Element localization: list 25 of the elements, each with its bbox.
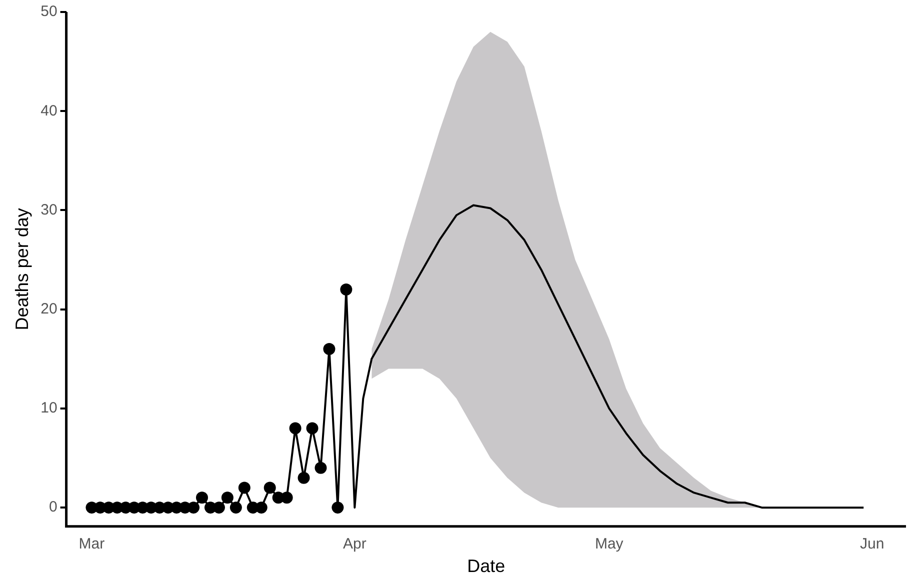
point — [230, 502, 242, 514]
point — [314, 462, 327, 474]
y-axis-title: Deaths per day — [12, 208, 32, 330]
y-tick-label: 0 — [48, 498, 58, 516]
point — [221, 492, 234, 504]
point — [188, 502, 200, 514]
point — [289, 422, 302, 434]
x-axis-title: Date — [467, 556, 506, 576]
y-tick-label: 10 — [40, 400, 58, 417]
point — [196, 492, 208, 504]
point — [323, 342, 336, 355]
y-tick-label: 40 — [40, 102, 58, 120]
y-tick-label: 50 — [40, 3, 58, 20]
point — [298, 472, 310, 484]
point — [238, 482, 250, 494]
point — [264, 482, 276, 494]
point — [306, 422, 318, 434]
point — [340, 284, 352, 296]
x-tick-label: Jun — [860, 536, 884, 553]
x-tick-label: Mar — [78, 536, 105, 553]
x-tick-label: May — [594, 536, 624, 553]
y-tick-label: 20 — [40, 300, 58, 318]
y-tick-label: 30 — [40, 201, 58, 218]
point — [332, 502, 344, 514]
x-tick-label: Apr — [343, 536, 366, 553]
